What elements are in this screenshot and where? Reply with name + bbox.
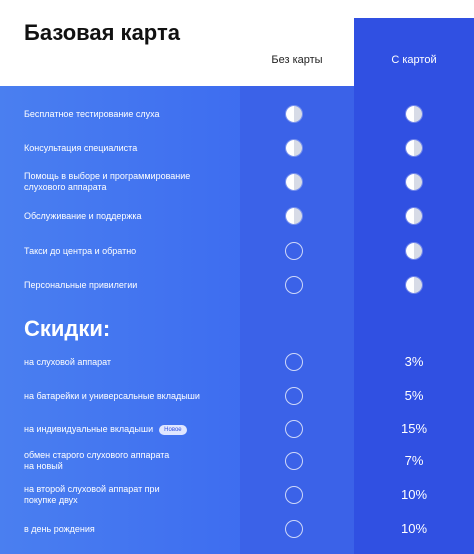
included-with-icon bbox=[406, 243, 422, 259]
not-included-without-icon bbox=[285, 353, 303, 371]
not-included-without-icon bbox=[285, 242, 303, 260]
new-badge: Новое bbox=[159, 424, 187, 435]
benefit-label: Помощь в выборе и программирование слухо… bbox=[24, 171, 191, 192]
benefit-label: Консультация специалиста bbox=[24, 143, 138, 153]
discount-value: 3% bbox=[404, 354, 424, 369]
benefit-label: Персональные привилегии bbox=[24, 280, 138, 290]
included-with-icon bbox=[406, 140, 422, 156]
discount-label: на индивидуальные вкладыши Новое bbox=[24, 424, 234, 435]
not-included-without-icon bbox=[285, 520, 303, 538]
included-without-icon bbox=[286, 174, 302, 190]
discount-label: обмен старого слухового аппарата на новы… bbox=[24, 450, 170, 471]
included-without-icon bbox=[286, 208, 302, 224]
discount-label: в день рождения bbox=[24, 524, 95, 534]
discount-value: 7% bbox=[404, 453, 424, 468]
benefit-label: Бесплатное тестирование слуха bbox=[24, 109, 160, 119]
discount-label: на второй слуховой аппарат при покупке д… bbox=[24, 484, 160, 505]
not-included-without-icon bbox=[285, 387, 303, 405]
included-without-icon bbox=[286, 140, 302, 156]
discount-value: 10% bbox=[400, 521, 428, 536]
included-with-icon bbox=[406, 106, 422, 122]
discount-label: на слуховой аппарат bbox=[24, 357, 112, 367]
included-without-icon bbox=[286, 106, 302, 122]
column-header-without: Без карты bbox=[271, 54, 323, 66]
benefit-label: Такси до центра и обратно bbox=[24, 246, 137, 256]
benefit-label: Обслуживание и поддержка bbox=[24, 211, 142, 221]
included-with-icon bbox=[406, 277, 422, 293]
included-with-icon bbox=[406, 174, 422, 190]
not-included-without-icon bbox=[285, 420, 303, 438]
discount-value: 15% bbox=[400, 421, 428, 436]
page-title: Базовая карта bbox=[24, 20, 180, 45]
included-with-icon bbox=[406, 208, 422, 224]
discount-value: 5% bbox=[404, 388, 424, 403]
column-without-card-header bbox=[240, 40, 354, 86]
not-included-without-icon bbox=[285, 486, 303, 504]
discounts-title: Скидки: bbox=[24, 316, 111, 341]
discount-value: 10% bbox=[400, 487, 428, 502]
discount-label: на батарейки и универсальные вкладыши bbox=[24, 391, 200, 401]
not-included-without-icon bbox=[285, 276, 303, 294]
column-header-with: С картой bbox=[391, 54, 437, 66]
not-included-without-icon bbox=[285, 452, 303, 470]
